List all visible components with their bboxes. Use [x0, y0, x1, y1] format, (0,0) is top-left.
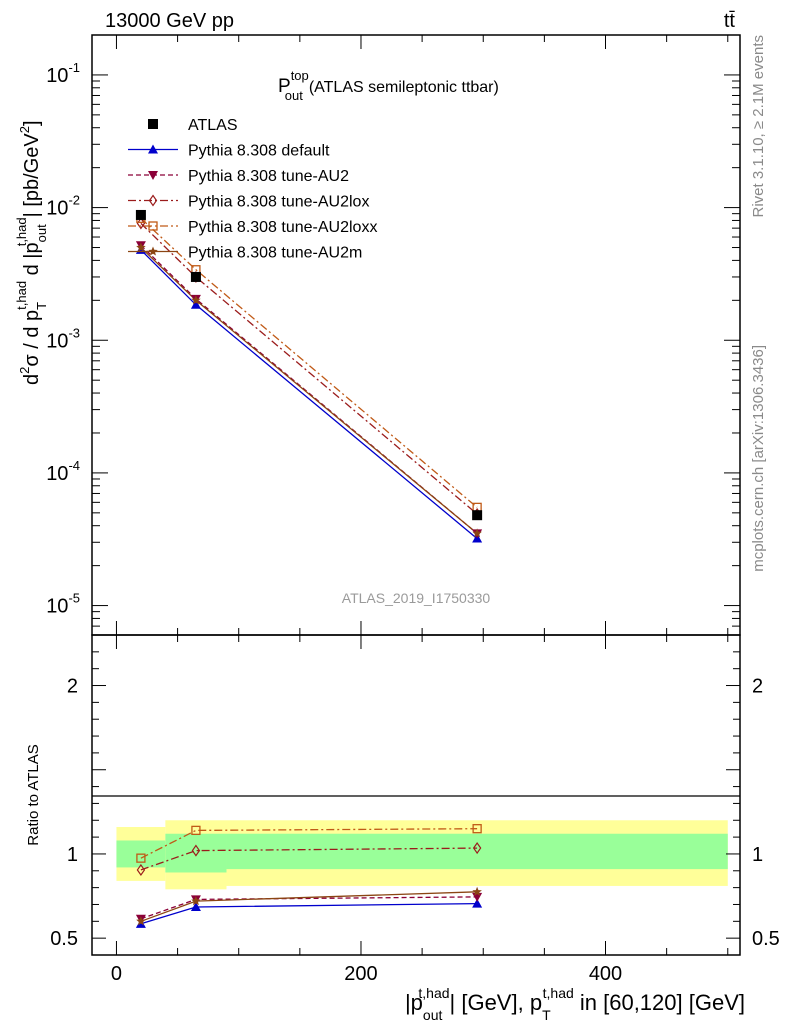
plot-title: Ptop out (ATLAS semileptonic ttbar): [278, 68, 499, 103]
series-point-main: [472, 528, 482, 538]
mcplots-label: mcplots.cern.ch [arXiv:1306.3436]: [750, 345, 767, 572]
legend-entry: Pythia 8.308 tune-AU2m: [128, 245, 362, 262]
axis-tick-labels: 0 200 400 10-5 10-4 10-3 10-2 10-1 0.5 0.5 1 1 2 2: [46, 60, 780, 985]
ratio-y-tick-label-right: 0.5: [752, 928, 780, 950]
ratio-uncertainty-bands: [116, 820, 728, 890]
series-point-ratio: [190, 902, 201, 911]
legend: ATLAS Pythia 8.308 default Pythia 8.308 tu…: [128, 117, 377, 262]
green-band-segment: [226, 833, 728, 870]
ratio-y-tick-label-right: 2: [752, 676, 763, 698]
analysis-watermark: ATLAS_2019_I1750330: [342, 590, 491, 606]
axis-ticks: [92, 34, 740, 955]
ratio-y-tick-label-left: 1: [67, 844, 78, 866]
series-line-ratio: [140, 891, 478, 922]
main-y-tick-label: 10-3: [46, 325, 80, 352]
ratio-y-axis-title: Ratio to ATLAS: [25, 744, 42, 845]
data-point: [135, 209, 146, 220]
series-point-main: [190, 299, 201, 309]
rivet-version-label: Rivet 3.1.10, ≥ 2.1M events: [750, 35, 767, 218]
legend-marker: [148, 221, 158, 231]
x-tick-label: 0: [111, 963, 122, 985]
series-point-ratio: [191, 844, 201, 857]
series-line-ratio: [140, 902, 478, 925]
legend-entry: ATLAS: [148, 117, 238, 134]
series-point-ratio: [191, 825, 201, 836]
header-right: tt̄: [724, 10, 736, 32]
legend-label: Pythia 8.308 default: [188, 143, 330, 160]
x-tick-label: 200: [344, 963, 377, 985]
main-y-axis-title: d2σ / d pTt,had d |poutt,had| [pb/GeV2]: [14, 120, 49, 385]
legend-entry: Pythia 8.308 tune-AU2: [128, 168, 349, 185]
legend-marker: [148, 246, 158, 256]
ratio-panel-frame: [91, 634, 741, 956]
legend-marker: [148, 119, 158, 129]
legend-marker: [148, 144, 158, 154]
series-line-main: [140, 244, 478, 534]
green-band-segment: [165, 833, 227, 873]
main-y-tick-label: 10-2: [46, 193, 80, 220]
series-point-ratio: [472, 886, 482, 896]
legend-label: ATLAS: [188, 117, 238, 134]
series-point-ratio: [472, 824, 482, 834]
series-point-ratio: [472, 842, 482, 855]
legend-marker: [148, 171, 158, 180]
series-point-ratio: [136, 863, 146, 876]
legend-entry: Pythia 8.308 tune-AU2lox: [128, 194, 369, 211]
series-markers: [135, 209, 483, 928]
legend-label: Pythia 8.308 tune-AU2lox: [188, 194, 369, 211]
legend-label: Pythia 8.308 tune-AU2loxx: [188, 219, 377, 236]
legend-label: Pythia 8.308 tune-AU2: [188, 168, 349, 185]
series-point-ratio: [136, 916, 146, 926]
series-point-ratio: [136, 853, 146, 863]
legend-marker: [148, 194, 158, 207]
series-point-main: [191, 295, 201, 305]
data-point: [190, 271, 201, 282]
x-tick-label: 400: [589, 963, 622, 985]
main-y-tick-label: 10-4: [46, 458, 80, 485]
series-line-ratio: [140, 828, 478, 859]
main-y-tick-label: 10-5: [46, 591, 80, 618]
ratio-y-tick-label-left: 0.5: [50, 928, 78, 950]
header-left: 13000 GeV pp: [105, 10, 234, 32]
data-point: [472, 510, 483, 521]
legend-label: Pythia 8.308 tune-AU2m: [188, 245, 362, 262]
series-point-ratio: [191, 896, 201, 906]
series-line-ratio: [140, 847, 478, 871]
series-line-main: [140, 217, 478, 508]
ratio-y-tick-label-right: 1: [752, 844, 763, 866]
series-point-ratio: [472, 898, 483, 908]
ratio-y-tick-label-left: 2: [67, 676, 78, 698]
series-lines: [140, 217, 478, 925]
series-point-main: [136, 242, 146, 252]
legend-entry: Pythia 8.308 tune-AU2loxx: [128, 219, 377, 236]
legend-entry: Pythia 8.308 default: [128, 143, 330, 160]
main-y-tick-label: 10-1: [46, 60, 80, 87]
x-axis-title: |poutt,had| [GeV], pTt,had in [60,120] […: [405, 985, 745, 1023]
